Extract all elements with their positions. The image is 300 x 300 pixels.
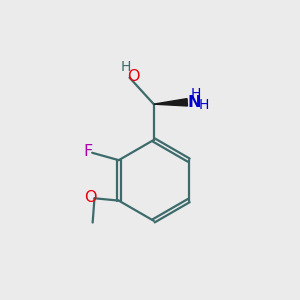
- Text: H: H: [121, 60, 131, 74]
- Text: F: F: [84, 144, 93, 159]
- Text: N: N: [188, 95, 201, 110]
- Text: O: O: [84, 190, 97, 205]
- Text: H: H: [190, 86, 200, 100]
- Polygon shape: [154, 99, 188, 106]
- Text: O: O: [128, 69, 140, 84]
- Text: H: H: [198, 98, 208, 112]
